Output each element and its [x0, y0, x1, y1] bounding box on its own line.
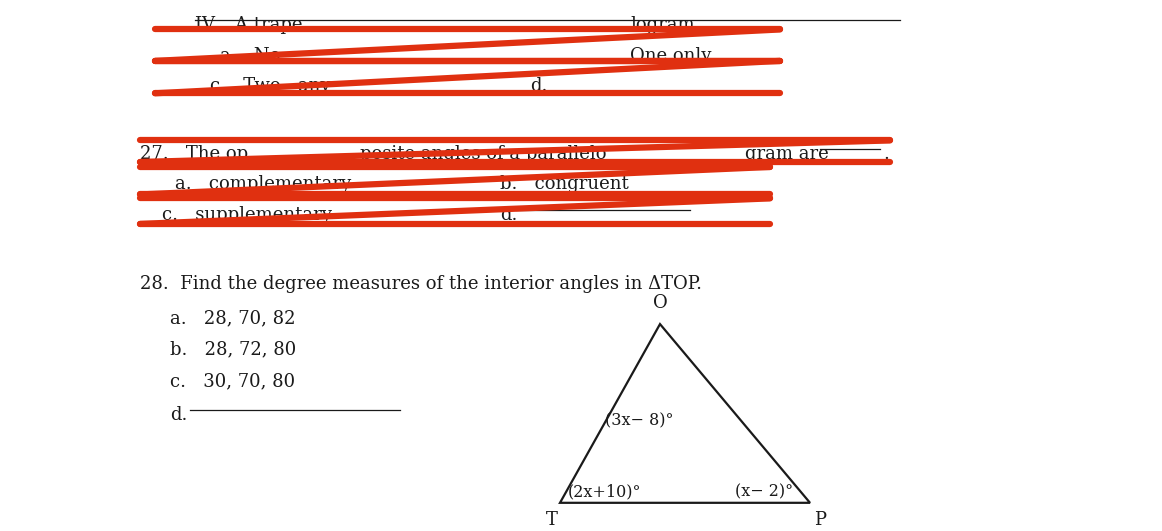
Text: P: P — [815, 511, 826, 529]
Text: logram.: logram. — [630, 16, 701, 33]
Text: a.   complementary: a. complementary — [175, 175, 351, 193]
Text: a.   28, 70, 82: a. 28, 70, 82 — [170, 310, 295, 327]
Text: gram are: gram are — [745, 145, 829, 164]
Text: O: O — [653, 294, 667, 312]
Text: a.   No: a. No — [220, 47, 280, 65]
Text: 28.  Find the degree measures of the interior angles in ΔTOP.: 28. Find the degree measures of the inte… — [139, 275, 702, 293]
Text: b.   congruent: b. congruent — [500, 175, 629, 193]
Text: c.   supplementary: c. supplementary — [162, 206, 332, 224]
Text: posite angles of a parallelo: posite angles of a parallelo — [360, 145, 607, 164]
Text: .: . — [883, 145, 889, 164]
Text: d.: d. — [500, 206, 517, 224]
Text: One only: One only — [630, 47, 711, 65]
Text: (2x+10)°: (2x+10)° — [568, 484, 641, 501]
Text: (x− 2)°: (x− 2)° — [736, 484, 794, 501]
Text: 27.   The op: 27. The op — [139, 145, 249, 164]
Text: T: T — [546, 511, 558, 529]
Text: c.   Two   any: c. Two any — [210, 76, 330, 95]
Text: c.   30, 70, 80: c. 30, 70, 80 — [170, 372, 295, 390]
Text: d.: d. — [530, 76, 547, 95]
Text: (3x− 8)°: (3x− 8)° — [605, 413, 674, 430]
Text: d.: d. — [170, 406, 187, 424]
Text: IV.   A trape: IV. A trape — [195, 16, 302, 33]
Text: b.   28, 72, 80: b. 28, 72, 80 — [170, 341, 296, 359]
